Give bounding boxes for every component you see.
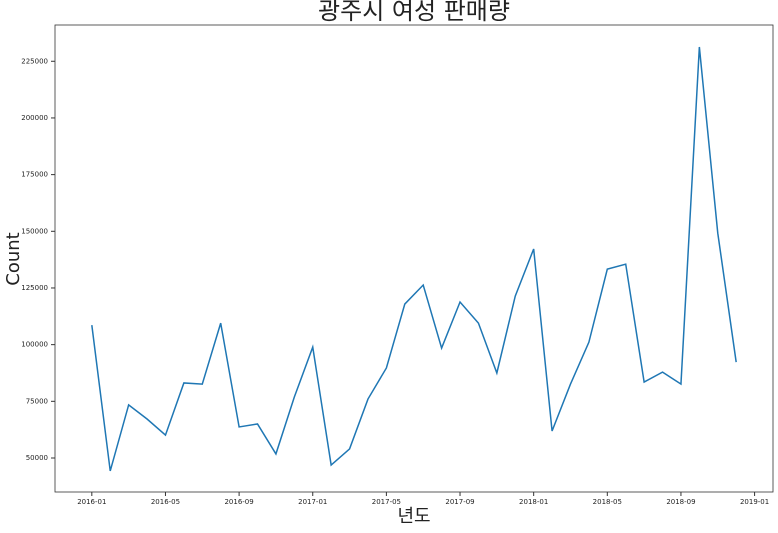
x-tick-label: 2016-01 (77, 498, 106, 506)
plot-frame (54, 24, 774, 493)
x-tick-label: 2019-01 (740, 498, 769, 506)
y-tick-label: 200000 (21, 114, 48, 122)
x-tick-label: 2016-09 (224, 498, 253, 506)
y-tick-label: 100000 (21, 341, 48, 349)
chart-title: 광주시 여성 판매량 (318, 0, 510, 25)
x-tick-label: 2018-09 (666, 498, 695, 506)
y-tick-label: 175000 (21, 171, 48, 179)
y-tick-label: 125000 (21, 284, 48, 292)
x-tick-label: 2017-05 (372, 498, 401, 506)
x-tick-label: 2017-01 (298, 498, 327, 506)
data-line (91, 46, 737, 472)
y-axis-label: Count (3, 232, 24, 285)
x-axis-label: 년도 (397, 506, 430, 527)
x-tick-label: 2018-01 (519, 498, 548, 506)
y-tick-label: 50000 (26, 454, 48, 462)
y-tick-label: 75000 (26, 397, 48, 405)
x-tick-label: 2017-09 (445, 498, 474, 506)
y-tick-label: 150000 (21, 227, 48, 235)
x-tick-label: 2016-05 (151, 498, 180, 506)
x-tick-label: 2018-05 (593, 498, 622, 506)
y-tick-label: 225000 (21, 57, 48, 65)
